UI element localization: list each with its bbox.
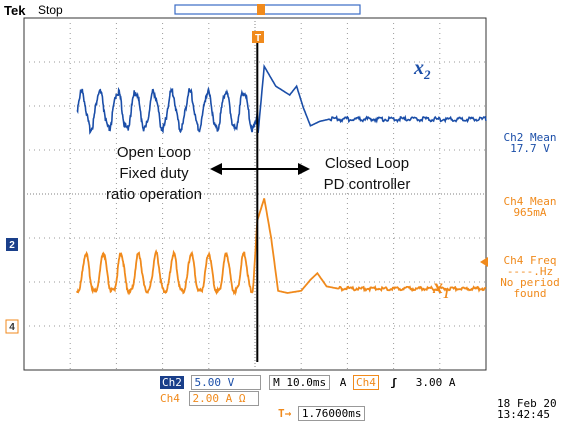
brand-label: Tek <box>4 3 26 18</box>
time-label: 13:42:45 <box>497 408 550 421</box>
ch4-scale[interactable]: 2.00 A Ω <box>188 391 259 406</box>
trigger-mode: A <box>339 376 347 389</box>
ch4-freq-note2: found <box>513 287 547 300</box>
ch4-mean-value: 965mA <box>513 206 547 219</box>
open-loop-line-2: Fixed duty <box>119 165 189 182</box>
ch4-marker-label: 4 <box>9 322 15 333</box>
open-loop-line-3: ratio operation <box>106 186 202 203</box>
closed-loop-annotation: Closed Loop PD controller <box>312 153 422 195</box>
trigger-level-arrow <box>480 257 488 267</box>
settings-row-1: Ch2 5.00 V M 10.0ms A Ch4 ʃ 3.00 A <box>160 375 455 390</box>
open-loop-line-1: Open Loop <box>116 144 192 161</box>
time-scrollbar[interactable] <box>174 4 361 15</box>
double-arrow <box>210 163 310 175</box>
series-x2-line <box>76 63 487 135</box>
trigger-position-icon: T→ <box>278 407 292 420</box>
trigger-marker-label: T <box>255 33 261 44</box>
ch2-mean-label: Ch2 Mean <box>503 131 557 144</box>
closed-loop-line-1: Closed Loop <box>324 155 410 172</box>
series-x1-line <box>76 198 487 297</box>
ch4-tag[interactable]: Ch4 <box>160 392 180 405</box>
acquisition-state: Stop <box>38 3 63 17</box>
trigger-slope-icon: ʃ <box>390 376 398 389</box>
scrollbar-thumb[interactable] <box>257 4 265 15</box>
trigger-channel[interactable]: Ch4 <box>352 375 379 390</box>
open-loop-annotation: Open Loop Fixed duty ratio operation <box>92 142 216 205</box>
ch4-freq-label: Ch4 Freq <box>503 254 557 267</box>
ch4-mean-readout: Ch4 Mean 965mA <box>493 196 563 218</box>
trigger-position[interactable]: 1.76000ms <box>297 406 366 421</box>
ch4-mean-label: Ch4 Mean <box>503 195 557 208</box>
series-x2-label: x2 <box>414 57 431 82</box>
ch2-mean-readout: Ch2 Mean 17.7 V <box>493 132 563 154</box>
ch2-marker[interactable]: 2 <box>6 238 18 251</box>
graticule <box>24 18 486 370</box>
ch2-marker-label: 2 <box>9 240 15 251</box>
settings-row-2: Ch4 2.00 A Ω <box>160 391 259 406</box>
ch4-marker[interactable]: 4 <box>5 319 19 334</box>
series-x1-label: x1 <box>433 276 450 301</box>
ch4-freq-note1: No period <box>500 276 560 289</box>
ch4-freq-readout: Ch4 Freq ----.Hz No period found <box>493 255 563 299</box>
ch2-mean-value: 17.7 V <box>510 142 550 155</box>
trigger-marker: T <box>252 31 264 44</box>
settings-row-3: T→ 1.76000ms <box>278 406 366 421</box>
ch4-freq-value: ----.Hz <box>506 265 554 278</box>
timebase[interactable]: M 10.0ms <box>269 375 331 390</box>
closed-loop-line-2: PD controller <box>323 176 411 193</box>
trigger-level: 3.00 A <box>415 376 456 389</box>
ch2-scale[interactable]: 5.00 V <box>190 375 261 390</box>
date-label: 18 Feb 20 <box>497 397 557 410</box>
ch2-tag[interactable]: Ch2 <box>160 376 184 389</box>
datetime: 18 Feb 20 13:42:45 <box>497 398 557 420</box>
